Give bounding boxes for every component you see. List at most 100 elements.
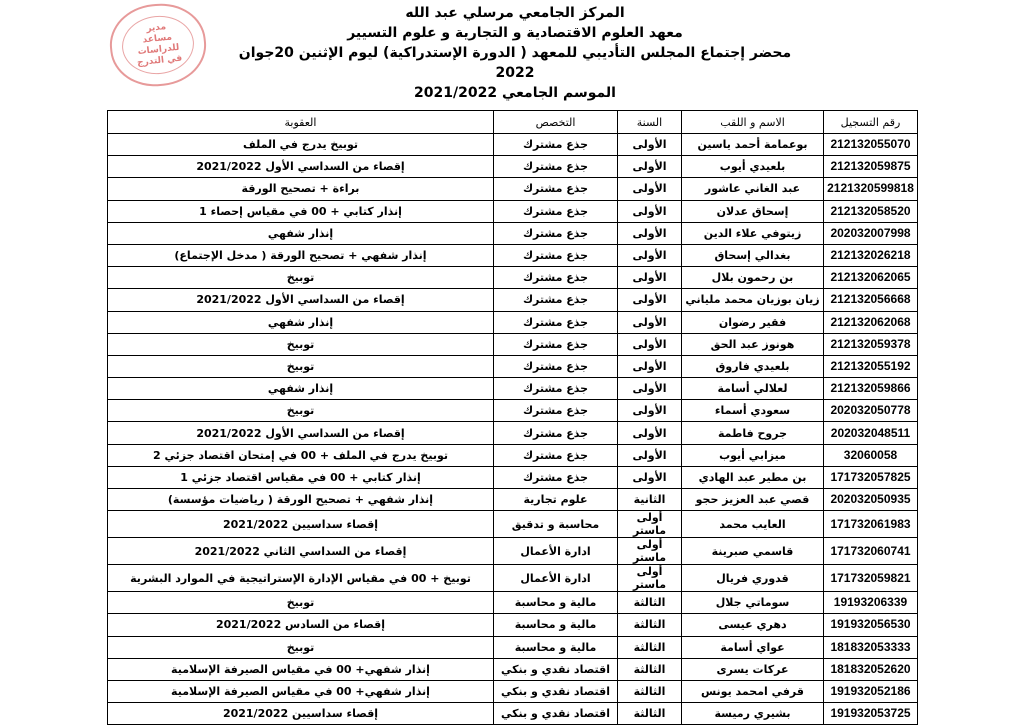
- full-name-cell: قاسمي صبرينة: [681, 537, 824, 566]
- table-row: 212132026218 بغدالي إسحاق الأولى جذع مشترك إ…: [107, 243, 918, 268]
- table-row: 2121320599818 عبد الغاني عاشور الأولى جذع م…: [107, 177, 918, 201]
- academic-year: الموسم الجامعي 2021/2022: [414, 85, 616, 101]
- registration-number-cell: 212132062065: [823, 266, 918, 290]
- specialty-cell: جذع مشترك: [493, 221, 618, 245]
- full-name-cell: جروح فاطمة: [681, 421, 824, 445]
- year-cell: الثالثة: [617, 591, 682, 615]
- specialty-cell: جذع مشترك: [493, 199, 618, 223]
- penalty-cell: توبيخ: [107, 354, 494, 379]
- year-cell: الأولى: [617, 221, 682, 245]
- registration-number-cell: 202032007998: [823, 221, 918, 245]
- full-name-cell: العايب محمد: [681, 510, 824, 539]
- stamp-text: مدير مساعد للدراسات في التدرج: [119, 12, 197, 78]
- registration-number-cell: 171732061983: [823, 510, 918, 539]
- full-name-cell: هونوز عبد الحق: [681, 332, 824, 356]
- penalty-cell: إقصاء من السداسي الأول 2021/2022: [107, 288, 494, 312]
- table-row: 212132059866 لعلالي أسامة الأولى جذع مشترك إ…: [107, 377, 918, 401]
- full-name-cell: لعلالي أسامة: [681, 377, 824, 401]
- specialty-cell: جذع مشترك: [493, 354, 618, 379]
- table-row: 202032048511 جروح فاطمة الأولى جذع مشترك إقص…: [107, 421, 918, 445]
- year-cell: الأولى: [617, 399, 682, 423]
- institution-name: المركز الجامعي مرسلي عبد الله: [405, 5, 625, 21]
- specialty-cell: اقتصاد نقدي و بنكي: [493, 679, 618, 704]
- table-row: 171732061983 العايب محمد أولى ماستر محاسبة …: [107, 510, 918, 539]
- column-header-registration-number: رقم التسجيل: [823, 110, 918, 134]
- full-name-cell: بلعيدي فاروق: [681, 354, 824, 379]
- registration-number-cell: 212132062068: [823, 310, 918, 334]
- full-name-cell: فقير رضوان: [681, 310, 824, 334]
- table-row: 212132055070 بوعمامة أحمد ياسين الأولى جذع …: [107, 132, 918, 157]
- full-name-cell: زيتوفي علاء الدين: [681, 221, 824, 245]
- table-row: 191932052186 قرفي امحمد يونس الثالثة اقتصاد…: [107, 679, 918, 704]
- table-row: 212132058520 إسحاق عدلان الأولى جذع مشترك إن…: [107, 199, 918, 223]
- specialty-cell: محاسبة و تدقيق: [493, 510, 618, 539]
- penalty-cell: توبيخ: [107, 591, 494, 615]
- specialty-cell: جذع مشترك: [493, 243, 618, 268]
- registration-number-cell: 191932052186: [823, 679, 918, 704]
- registration-number-cell: 202032050935: [823, 487, 918, 512]
- full-name-cell: دهري عيسى: [681, 613, 824, 637]
- penalty-cell: إنذار كتابي + 00 في مقياس إحصاء 1: [107, 199, 494, 223]
- penalty-cell: براءة + تصحيح الورقة: [107, 177, 494, 201]
- year-cell: أولى ماستر: [617, 564, 682, 593]
- registration-number-cell: 212132055192: [823, 354, 918, 379]
- full-name-cell: عواي أسامة: [681, 635, 824, 659]
- year-cell: الأولى: [617, 288, 682, 312]
- penalty-cell: إقصاء من السداسي الأول 2021/2022: [107, 155, 494, 179]
- year-cell: الثانية: [617, 487, 682, 512]
- document-header: المركز الجامعي مرسلي عبد الله معهد العلو…: [220, 3, 810, 103]
- registration-number-cell: 191932056530: [823, 613, 918, 637]
- penalty-cell: توبيخ: [107, 399, 494, 423]
- table-row: 19193206339 سوماتي جلال الثالثة مالية و محا…: [107, 591, 918, 615]
- year-cell: الأولى: [617, 199, 682, 223]
- specialty-cell: اقتصاد نقدي و بنكي: [493, 702, 618, 725]
- year-cell: الثالثة: [617, 657, 682, 681]
- registration-number-cell: 171732060741: [823, 537, 918, 566]
- table-row: 171732059821 قدوري فريال أولى ماستر ادارة ا…: [107, 564, 918, 593]
- table-row: 212132062065 بن رحمون بلال الأولى جذع مشترك…: [107, 266, 918, 290]
- penalty-cell: إنذار كتابي + 00 في مقياس اقتصاد جزئي 1: [107, 465, 494, 490]
- meeting-title: محضر إجتماع المجلس التأديبي للمعهد ( الد…: [238, 45, 792, 81]
- registration-number-cell: 181832052620: [823, 657, 918, 681]
- registration-number-cell: 212132059875: [823, 155, 918, 179]
- specialty-cell: ادارة الأعمال: [493, 564, 618, 593]
- column-header-penalty: العقوبة: [107, 110, 494, 134]
- full-name-cell: سعودي أسماء: [681, 399, 824, 423]
- table-row: 191932056530 دهري عيسى الثالثة مالية و محاس…: [107, 613, 918, 637]
- year-cell: الأولى: [617, 354, 682, 379]
- year-cell: الأولى: [617, 332, 682, 356]
- table-header-row: رقم التسجيل الاسم و اللقب السنة التخصص العقو…: [107, 110, 918, 134]
- year-cell: أولى ماستر: [617, 510, 682, 539]
- year-cell: الثالثة: [617, 635, 682, 659]
- specialty-cell: مالية و محاسبة: [493, 591, 618, 615]
- specialty-cell: جذع مشترك: [493, 421, 618, 445]
- specialty-cell: جذع مشترك: [493, 443, 618, 467]
- registration-number-cell: 171732059821: [823, 564, 918, 593]
- specialty-cell: جذع مشترك: [493, 155, 618, 179]
- registration-number-cell: 212132026218: [823, 243, 918, 268]
- penalty-cell: إنذار شفهي+ 00 في مقياس الصيرفة الإسلامي…: [107, 657, 494, 681]
- registration-number-cell: 202032050778: [823, 399, 918, 423]
- penalty-cell: إقصاء من السداسي الثاني 2021/2022: [107, 537, 494, 566]
- year-cell: الثالثة: [617, 702, 682, 725]
- registration-number-cell: 212132058520: [823, 199, 918, 223]
- specialty-cell: جذع مشترك: [493, 465, 618, 490]
- table-row: 181832052620 عركات يسرى الثالثة اقتصاد نقدي…: [107, 657, 918, 681]
- full-name-cell: سوماتي جلال: [681, 591, 824, 615]
- penalty-cell: توبيخ: [107, 266, 494, 290]
- year-cell: الثالثة: [617, 613, 682, 637]
- full-name-cell: عركات يسرى: [681, 657, 824, 681]
- penalty-cell: إنذار شفهي: [107, 377, 494, 401]
- penalty-cell: توبيخ يدرج في الملف + 00 في إمتحان اقتصا…: [107, 443, 494, 467]
- full-name-cell: قرفي امحمد يونس: [681, 679, 824, 704]
- registration-number-cell: 212132059378: [823, 332, 918, 356]
- specialty-cell: مالية و محاسبة: [493, 635, 618, 659]
- table-row: 212132059378 هونوز عبد الحق الأولى جذع مشتر…: [107, 332, 918, 356]
- penalty-cell: توبيخ + 00 في مقياس الإدارة الإستراتيجية…: [107, 564, 494, 593]
- specialty-cell: جذع مشترك: [493, 177, 618, 201]
- column-header-specialty: التخصص: [493, 110, 618, 134]
- registration-number-cell: 212132059866: [823, 377, 918, 401]
- specialty-cell: جذع مشترك: [493, 310, 618, 334]
- full-name-cell: زيان بوزيان محمد ملياني: [681, 288, 824, 312]
- year-cell: الأولى: [617, 243, 682, 268]
